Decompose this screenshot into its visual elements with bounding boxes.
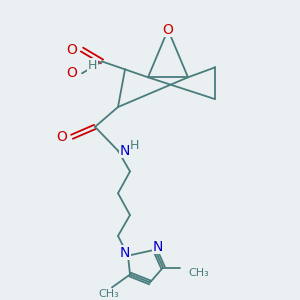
Text: O: O	[56, 130, 67, 144]
Text: CH₃: CH₃	[188, 268, 209, 278]
Text: CH₃: CH₃	[99, 289, 119, 299]
Text: O: O	[66, 43, 77, 57]
Text: H: H	[130, 139, 140, 152]
Text: N: N	[120, 246, 130, 260]
Text: O: O	[163, 23, 173, 37]
Text: O: O	[66, 66, 77, 80]
Text: N: N	[120, 144, 130, 158]
Text: H: H	[88, 59, 98, 72]
Text: N: N	[153, 240, 163, 254]
